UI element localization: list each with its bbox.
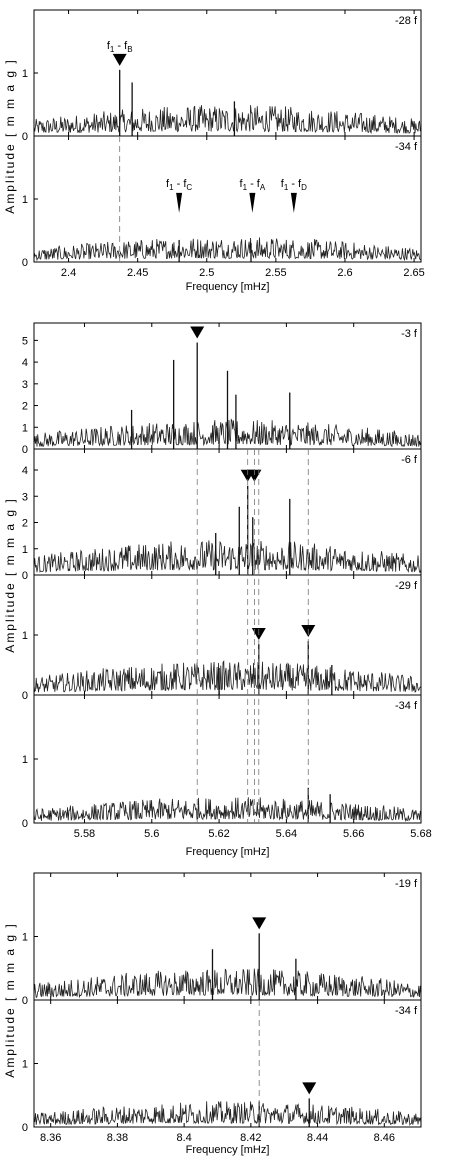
spectrum-line	[33, 540, 422, 574]
y-tick-label: 1	[22, 932, 28, 944]
panel-minus3f: 0 1 2 3 4 5 -3 f	[22, 322, 422, 456]
panel-label: -34 f	[395, 1005, 418, 1017]
x-axis-label: Frequency [mHz]	[186, 846, 270, 858]
marker-triangle	[176, 192, 183, 213]
x-tick-label: 8.4	[176, 1132, 191, 1144]
x-tick-label: 2.4	[61, 267, 76, 279]
y-tick-label: 3	[22, 491, 28, 503]
panel-minus6f: 0 1 2 3 4 -6 f	[22, 448, 422, 582]
panel-label: -29 f	[395, 580, 418, 592]
marker-triangle	[252, 917, 267, 930]
y-tick-label: 1	[22, 422, 28, 434]
marker-triangle	[290, 192, 297, 213]
x-axis-label: Frequency [mHz]	[186, 1144, 270, 1156]
x-tick-label: 8.36	[40, 1132, 61, 1144]
panel-minus28f: 0 1 -28 f f1 - fB	[22, 9, 422, 143]
spectrum-line	[33, 237, 422, 262]
panel-label: -34 f	[395, 141, 418, 153]
panel-minus29f: 0 1 -29 f	[22, 574, 422, 702]
y-tick-label: 0	[22, 570, 28, 582]
x-tick-label: 5.64	[276, 828, 297, 840]
panel-label: -28 f	[395, 15, 418, 27]
spectrum-line	[33, 660, 422, 693]
y-tick-label: 2	[22, 401, 28, 413]
panel-label: -34 f	[395, 700, 418, 712]
x-tick-label: 8.38	[107, 1132, 128, 1144]
y-tick-label: 0	[22, 444, 28, 456]
x-tick-label: 8.42	[240, 1132, 261, 1144]
marker-triangle	[247, 469, 262, 482]
y-tick-label: 1	[22, 630, 28, 642]
x-tick-label: 5.58	[74, 828, 95, 840]
y-tick-label: 0	[22, 1122, 28, 1134]
y-axis-label: Amplitude [ m m a g ]	[3, 922, 17, 1077]
x-tick-label: 5.68	[410, 828, 431, 840]
y-tick-label: 1	[22, 1059, 28, 1071]
x-tick-label: 2.45	[127, 267, 148, 279]
panel-minus19f: 0 1 -19 f	[22, 872, 422, 1007]
marker-label: f1 - fC	[166, 178, 192, 192]
x-tick-label: 5.66	[343, 828, 364, 840]
y-tick-label: 4	[22, 357, 28, 369]
y-tick-label: 0	[22, 818, 28, 830]
y-tick-label: 0	[22, 690, 28, 702]
panel-label: -6 f	[401, 454, 418, 466]
spectrum-line	[33, 1101, 422, 1126]
chart-group-2: 0 1 2 3 4 5 -3 f 0 1 2 3 4 -6 f 0 1 -29 f 0 1 -34 f 5.58 5.6…	[3, 322, 432, 858]
marker-triangle	[249, 192, 256, 213]
y-tick-label: 3	[22, 379, 28, 391]
panel-frame	[33, 135, 422, 263]
spectrum-line	[33, 968, 422, 999]
marker-triangle	[112, 53, 127, 66]
x-tick-label: 2.55	[265, 267, 286, 279]
y-tick-label: 0	[22, 995, 28, 1007]
y-tick-label: 1	[22, 68, 28, 80]
y-axis-label: Amplitude [ m m a g ]	[3, 497, 17, 652]
y-axis-label: Amplitude [ m m a g ]	[3, 58, 17, 213]
x-tick-label: 8.44	[307, 1132, 328, 1144]
x-tick-label: 2.65	[403, 267, 424, 279]
marker-triangle	[190, 326, 205, 339]
x-axis-label: Frequency [mHz]	[186, 281, 270, 293]
x-tick-label: 5.62	[208, 828, 229, 840]
panel-label: -3 f	[401, 328, 418, 340]
marker-triangle	[302, 1082, 317, 1095]
chart-group-1: 0 1 -28 f f1 - fB 0 1 -34 f f1 - fC f1 - fA f1 - …	[3, 9, 425, 293]
y-tick-label: 1	[22, 194, 28, 206]
x-tick-label: 2.5	[199, 267, 214, 279]
x-tick-label: 2.6	[337, 267, 352, 279]
y-tick-label: 4	[22, 465, 28, 477]
y-tick-label: 1	[22, 754, 28, 766]
panel-minus34f: 0 1 -34 f	[22, 694, 422, 830]
chart-group-3: 0 1 -19 f 0 1 -34 f 8.36 8.38 8.4 8.42 8.44 8.46 Fre…	[3, 872, 422, 1156]
y-tick-label: 0	[22, 131, 28, 143]
spectrum-line	[33, 105, 422, 135]
y-tick-label: 1	[22, 544, 28, 556]
y-tick-label: 5	[22, 335, 28, 347]
y-tick-label: 2	[22, 518, 28, 530]
marker-label: f1 - fA	[240, 178, 266, 192]
y-tick-label: 0	[22, 257, 28, 269]
marker-label: f1 - fB	[107, 40, 133, 54]
panel-label: -19 f	[395, 878, 418, 890]
spectrum-line	[33, 797, 422, 823]
panel-minus34f: 0 1 -34 f	[22, 999, 422, 1134]
x-tick-label: 8.46	[374, 1132, 395, 1144]
marker-label: f1 - fD	[281, 178, 307, 192]
x-tick-label: 5.6	[144, 828, 159, 840]
panel-minus34f: 0 1 -34 f f1 - fC f1 - fA f1 - fD	[22, 135, 422, 269]
panel-frame	[33, 694, 422, 824]
